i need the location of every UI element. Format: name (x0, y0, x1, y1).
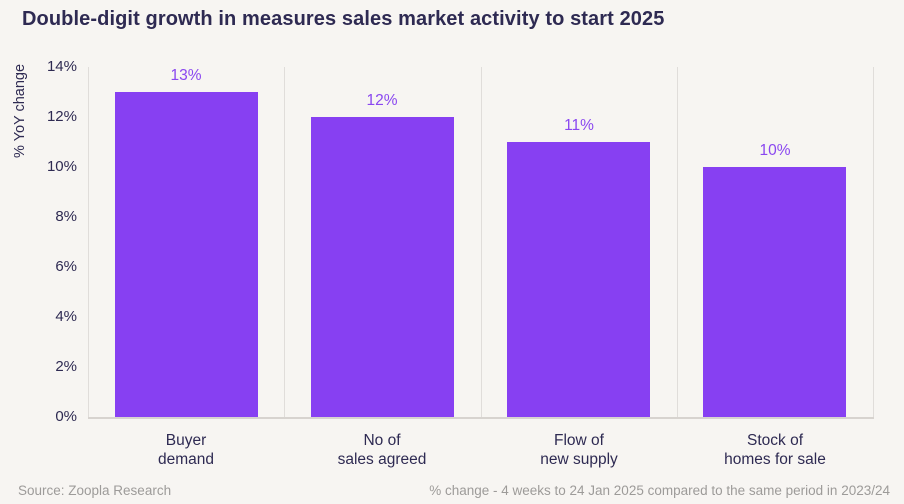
x-category-label: Buyer demand (157, 432, 214, 468)
bar-value-label: 10% (759, 142, 791, 159)
y-tick-label: 10% (46, 158, 77, 175)
bar-value-label: 11% (564, 117, 594, 134)
chart-title: Double-digit growth in measures sales ma… (22, 8, 665, 30)
y-tick-label: 0% (55, 408, 77, 425)
y-tick-label: 2% (55, 358, 77, 375)
gridline (873, 67, 874, 417)
x-axis-line (88, 417, 874, 419)
period-note: % change - 4 weeks to 24 Jan 2025 compar… (429, 483, 890, 498)
bar (115, 92, 258, 417)
gridline (677, 67, 678, 417)
bar (507, 142, 650, 417)
y-tick-label: 4% (55, 308, 77, 325)
gridline (284, 67, 285, 417)
y-tick-label: 14% (46, 58, 77, 75)
x-category-label: Flow of new supply (540, 432, 618, 468)
y-axis-title: % YoY change (12, 63, 28, 159)
bar (703, 167, 846, 417)
bar-value-label: 12% (366, 92, 398, 109)
y-tick-label: 12% (46, 108, 77, 125)
gridline (481, 67, 482, 417)
y-axis-line (88, 67, 89, 417)
x-category-label: No of sales agreed (337, 432, 427, 468)
y-tick-label: 8% (55, 208, 77, 225)
x-category-label: Stock of homes for sale (724, 432, 826, 468)
y-tick-label: 6% (55, 258, 77, 275)
bar-value-label: 13% (170, 67, 202, 84)
source-note: Source: Zoopla Research (18, 483, 172, 498)
bar (311, 117, 454, 417)
